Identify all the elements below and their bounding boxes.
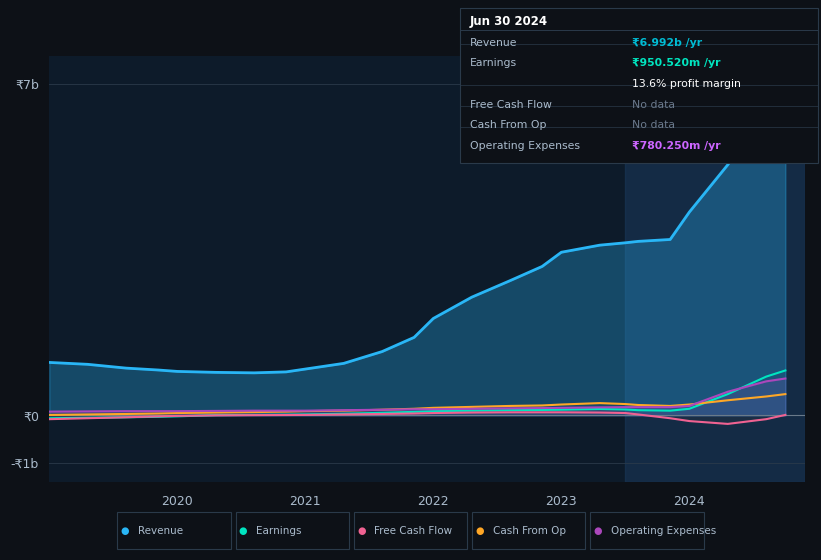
Text: ●: ● [121,526,129,535]
Text: Operating Expenses: Operating Expenses [611,526,716,535]
Bar [626,56,805,482]
Text: ●: ● [357,526,365,535]
Text: Free Cash Flow: Free Cash Flow [470,100,552,110]
Text: Operating Expenses: Operating Expenses [470,141,580,151]
Text: Cash From Op: Cash From Op [470,120,546,130]
Text: Earnings: Earnings [256,526,301,535]
Text: Earnings: Earnings [470,58,517,68]
Text: Jun 30 2024: Jun 30 2024 [470,16,548,29]
Text: No data: No data [632,100,675,110]
Text: Revenue: Revenue [470,38,517,48]
Text: No data: No data [632,120,675,130]
Text: Revenue: Revenue [138,526,183,535]
Text: ●: ● [475,526,484,535]
Text: ₹6.992b /yr: ₹6.992b /yr [632,38,702,48]
Text: 13.6% profit margin: 13.6% profit margin [632,79,741,89]
Text: ●: ● [594,526,602,535]
Text: Cash From Op: Cash From Op [493,526,566,535]
Text: Free Cash Flow: Free Cash Flow [374,526,452,535]
Text: ₹950.520m /yr: ₹950.520m /yr [632,58,720,68]
Text: ₹780.250m /yr: ₹780.250m /yr [632,141,721,151]
Text: ●: ● [239,526,247,535]
